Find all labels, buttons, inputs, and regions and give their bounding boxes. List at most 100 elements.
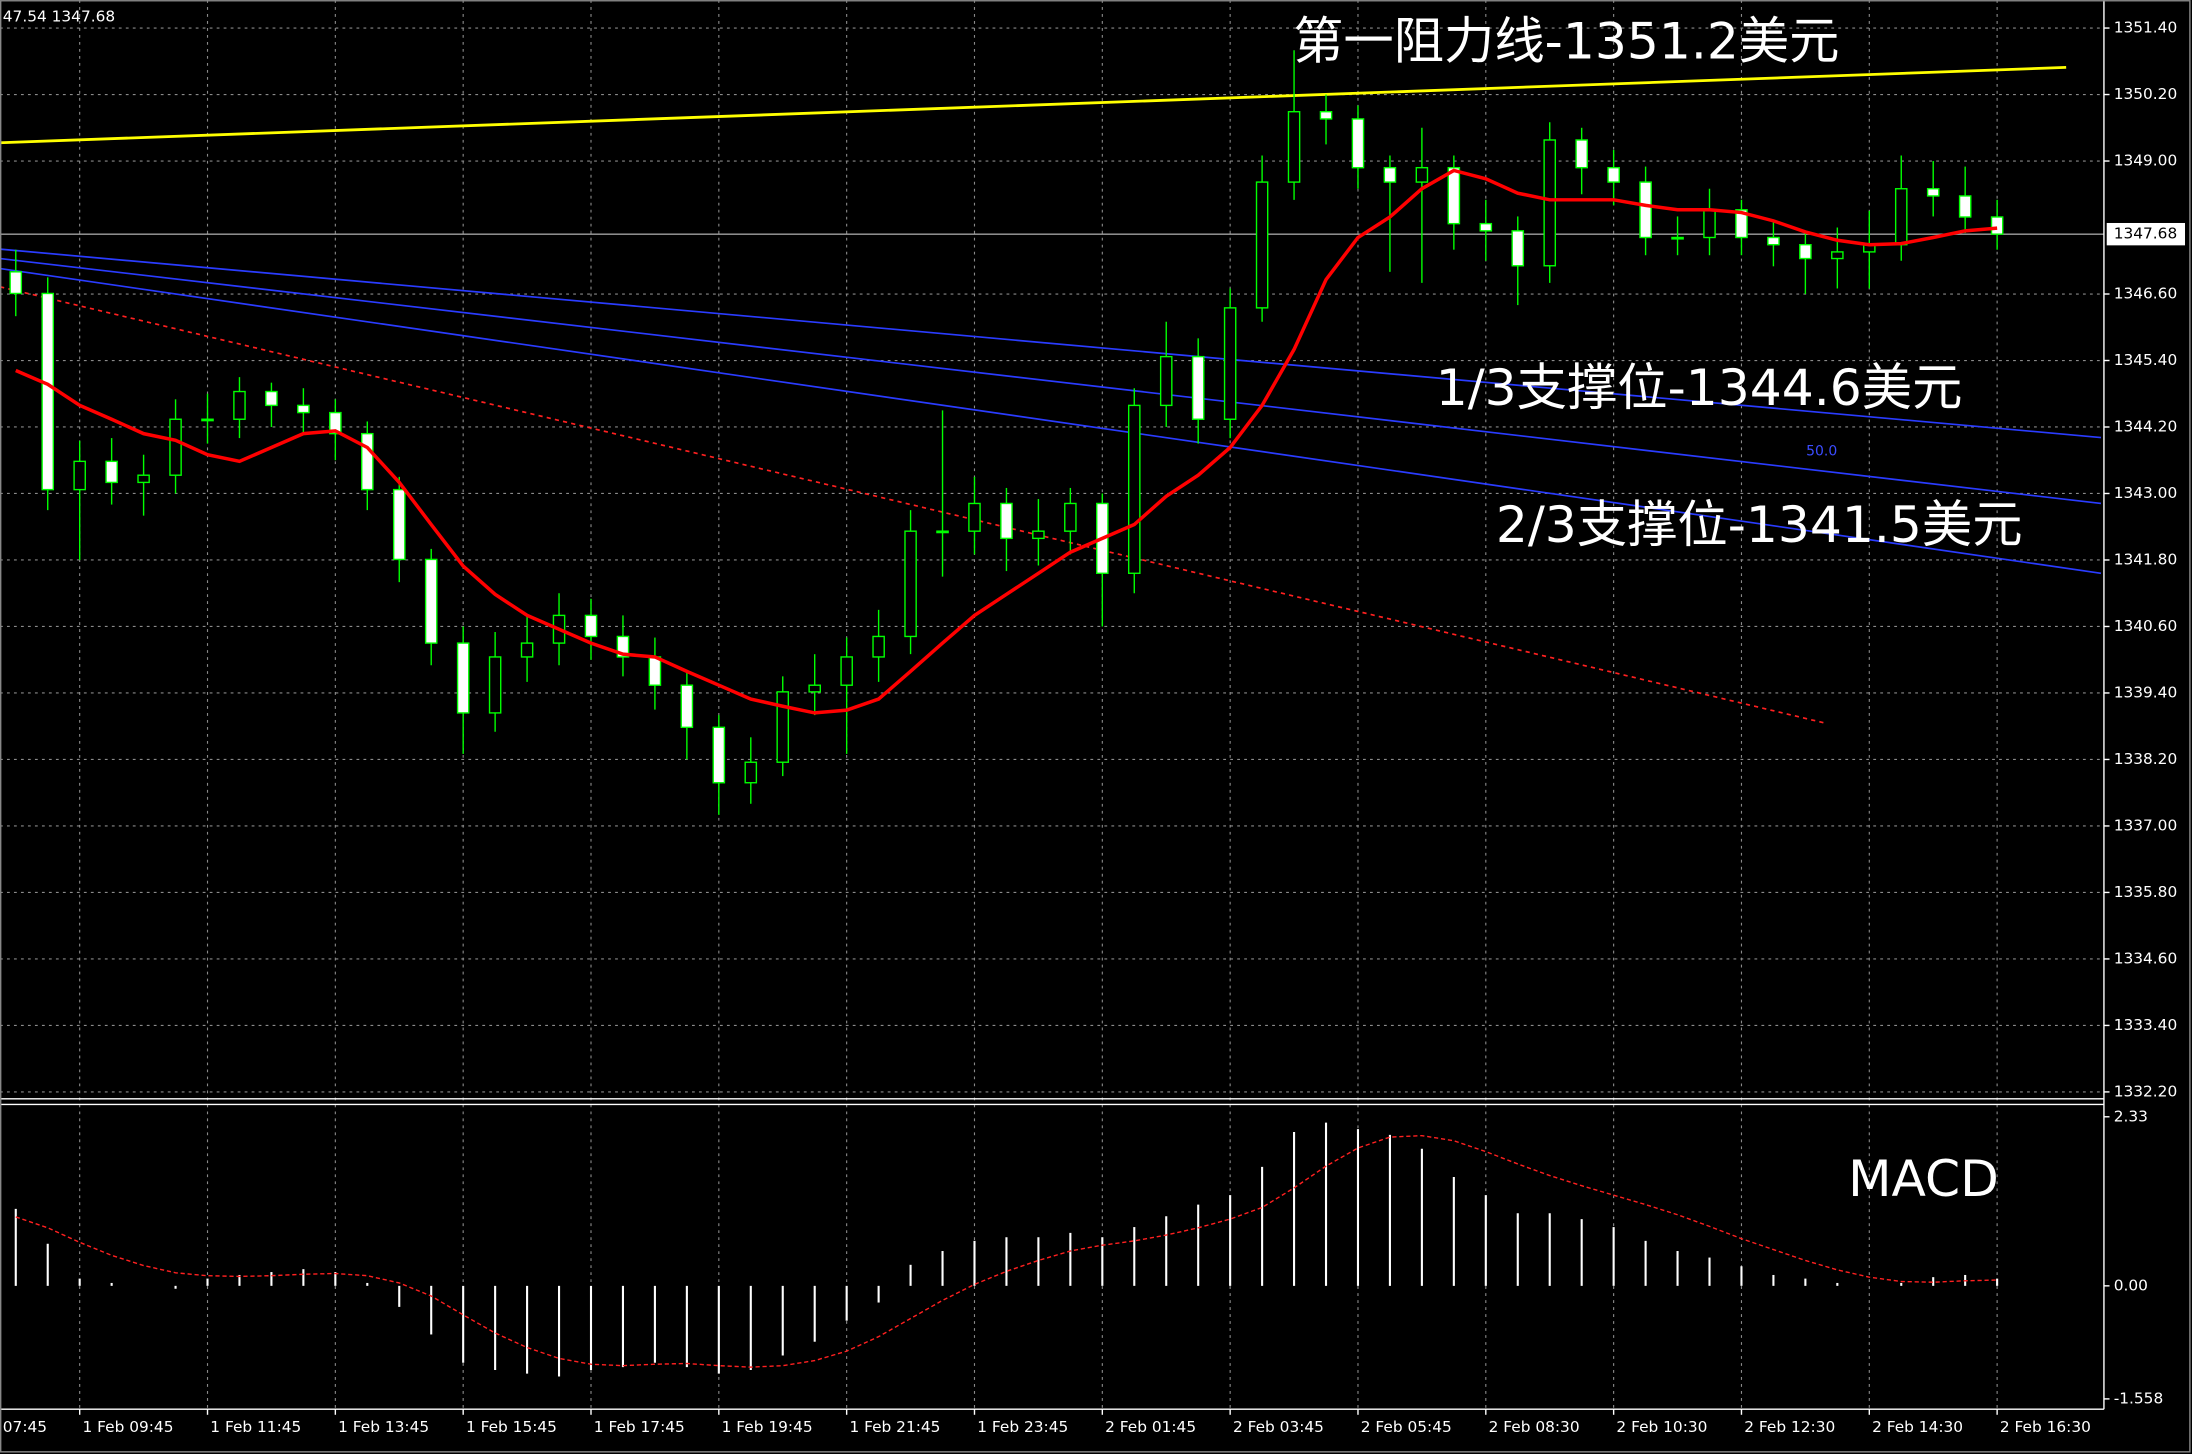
- candle-body: [520, 642, 534, 658]
- trend-line: [0, 65, 2067, 145]
- candle-body: [872, 635, 885, 658]
- candle-body: [1383, 166, 1397, 183]
- candle-body: [1319, 111, 1333, 120]
- candle-body: [1351, 118, 1365, 169]
- candle-body: [265, 390, 278, 407]
- x-tick-label: 1 Feb 23:45: [977, 1418, 1068, 1436]
- candle-body: [105, 460, 118, 484]
- candle-body: [488, 656, 502, 714]
- candle-body: [9, 271, 23, 295]
- candle-body: [456, 642, 470, 714]
- candle-body: [1191, 355, 1205, 420]
- y-tick-label: 1340.60: [2114, 617, 2178, 635]
- trend-line: [0, 248, 2102, 439]
- candle-body: [297, 404, 310, 414]
- x-tick-label: 1 Feb 15:45: [466, 1418, 557, 1436]
- annotation: 2/3支撑位-1341.5美元: [1496, 495, 2023, 554]
- candle-body: [1990, 216, 2004, 235]
- candle-body: [1447, 166, 1461, 225]
- candle-body: [1799, 243, 1812, 260]
- y-tick-label: 1338.20: [2114, 750, 2178, 768]
- annotation: 第一阻力线-1351.2美元: [1293, 11, 1839, 70]
- candle-body: [137, 474, 150, 484]
- y-tick-label: 1334.60: [2114, 949, 2178, 967]
- candle-body: [1894, 188, 1908, 246]
- macd-label: MACD: [1848, 1149, 1999, 1208]
- trend-line: [0, 257, 2102, 505]
- y-tick-label: 1333.40: [2114, 1016, 2178, 1034]
- candle-body: [1415, 166, 1429, 183]
- candle-body: [41, 292, 55, 491]
- candle-body: [1926, 188, 1940, 197]
- x-tick-label: 2 Feb 05:45: [1361, 1418, 1452, 1436]
- header: 47.54 1347.68: [3, 7, 115, 25]
- candle-body: [1543, 139, 1557, 267]
- candle-body: [424, 558, 438, 644]
- candle-body: [680, 684, 694, 729]
- candle-body: [1767, 236, 1780, 246]
- candle-body: [840, 656, 853, 686]
- y2-tick-label: 0.00: [2114, 1276, 2148, 1294]
- candle-body: [1511, 230, 1525, 267]
- candle-body: [329, 411, 342, 435]
- candle-body: [1127, 404, 1141, 574]
- grid-layer: [0, 0, 2104, 1410]
- candle-body: [169, 418, 182, 476]
- y-tick-label: 1337.00: [2114, 816, 2178, 834]
- candle-body: [73, 460, 86, 491]
- x-tick-label: 1 Feb 09:45: [82, 1418, 173, 1436]
- marks-layer: [0, 50, 2104, 1377]
- x-tick-label: 2 Feb 12:30: [1744, 1418, 1835, 1436]
- x-tick-label: 2 Feb 01:45: [1105, 1418, 1196, 1436]
- x-tick-label: 2 Feb 16:30: [2000, 1418, 2091, 1436]
- current-price-label: 1347.68: [2114, 225, 2178, 243]
- candle-body: [584, 614, 598, 638]
- candle-body: [1575, 139, 1588, 169]
- y-tick-label: 1344.20: [2114, 417, 2178, 435]
- y-tick-label: 1341.80: [2114, 550, 2178, 568]
- x-tick-label: 1 Feb 11:45: [210, 1418, 301, 1436]
- candle-body: [616, 635, 630, 658]
- candle-body: [1639, 181, 1652, 239]
- candle-body: [776, 691, 790, 763]
- annotation: 1/3支撑位-1344.6美元: [1436, 358, 1963, 417]
- y-tick-label: 1335.80: [2114, 883, 2178, 901]
- x-tick-label: 2 Feb 08:30: [1489, 1418, 1580, 1436]
- candle-body: [1703, 209, 1716, 239]
- candle-body: [904, 530, 917, 638]
- fib-label: 50.0: [1806, 444, 1837, 460]
- x-tick-label: 1 Feb 21:45: [849, 1418, 940, 1436]
- candle-body: [1607, 166, 1620, 183]
- candle-body: [712, 726, 726, 784]
- x-tick-label: 1 Feb 19:45: [722, 1418, 813, 1436]
- x-tick-label: 1 Feb 13:45: [338, 1418, 429, 1436]
- y2-tick-label: 2.33: [2114, 1107, 2148, 1125]
- candle-body: [1671, 236, 1684, 240]
- candle-body: [968, 502, 981, 532]
- x-tick-label: 1 Feb 17:45: [594, 1418, 685, 1436]
- y2-tick-label: -1.558: [2114, 1389, 2164, 1407]
- candle-body: [361, 432, 374, 491]
- candle-body: [648, 656, 662, 686]
- y-tick-label: 1346.60: [2114, 285, 2178, 303]
- y-tick-label: 1350.20: [2114, 85, 2178, 103]
- candle-body: [808, 684, 821, 693]
- candle-body: [1958, 195, 1972, 218]
- y-tick-label: 1343.00: [2114, 484, 2178, 502]
- current-price-box: [2106, 222, 2186, 246]
- candle-body: [1287, 111, 1301, 183]
- x-tick-label: 2 Feb 14:30: [1872, 1418, 1963, 1436]
- x-tick-label: 2 Feb 03:45: [1233, 1418, 1324, 1436]
- y-tick-label: 1332.20: [2114, 1082, 2178, 1100]
- candle-body: [1831, 251, 1844, 260]
- trend-line: [0, 285, 1825, 724]
- candle-body: [936, 530, 949, 534]
- candle-body: [1735, 209, 1748, 239]
- y-tick-label: 1339.40: [2114, 683, 2178, 701]
- candle-body: [1032, 530, 1045, 540]
- candle-body: [392, 488, 406, 561]
